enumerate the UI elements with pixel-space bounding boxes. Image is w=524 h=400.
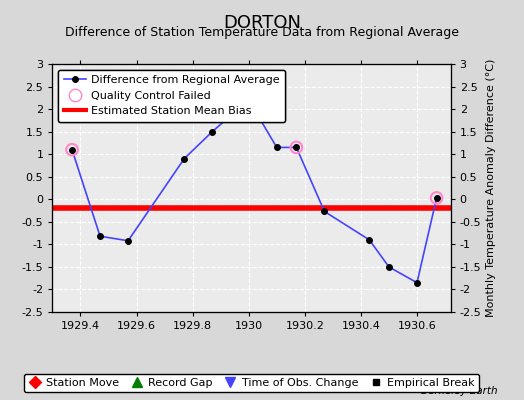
Point bbox=[292, 144, 301, 151]
Legend: Difference from Regional Average, Quality Control Failed, Estimated Station Mean: Difference from Regional Average, Qualit… bbox=[58, 70, 286, 122]
Text: Difference of Station Temperature Data from Regional Average: Difference of Station Temperature Data f… bbox=[65, 26, 459, 39]
Point bbox=[68, 146, 76, 153]
Legend: Station Move, Record Gap, Time of Obs. Change, Empirical Break: Station Move, Record Gap, Time of Obs. C… bbox=[24, 374, 479, 392]
Text: DORTON: DORTON bbox=[223, 14, 301, 32]
Text: Berkeley Earth: Berkeley Earth bbox=[421, 386, 498, 396]
Point bbox=[432, 195, 441, 201]
Y-axis label: Monthly Temperature Anomaly Difference (°C): Monthly Temperature Anomaly Difference (… bbox=[486, 59, 496, 317]
